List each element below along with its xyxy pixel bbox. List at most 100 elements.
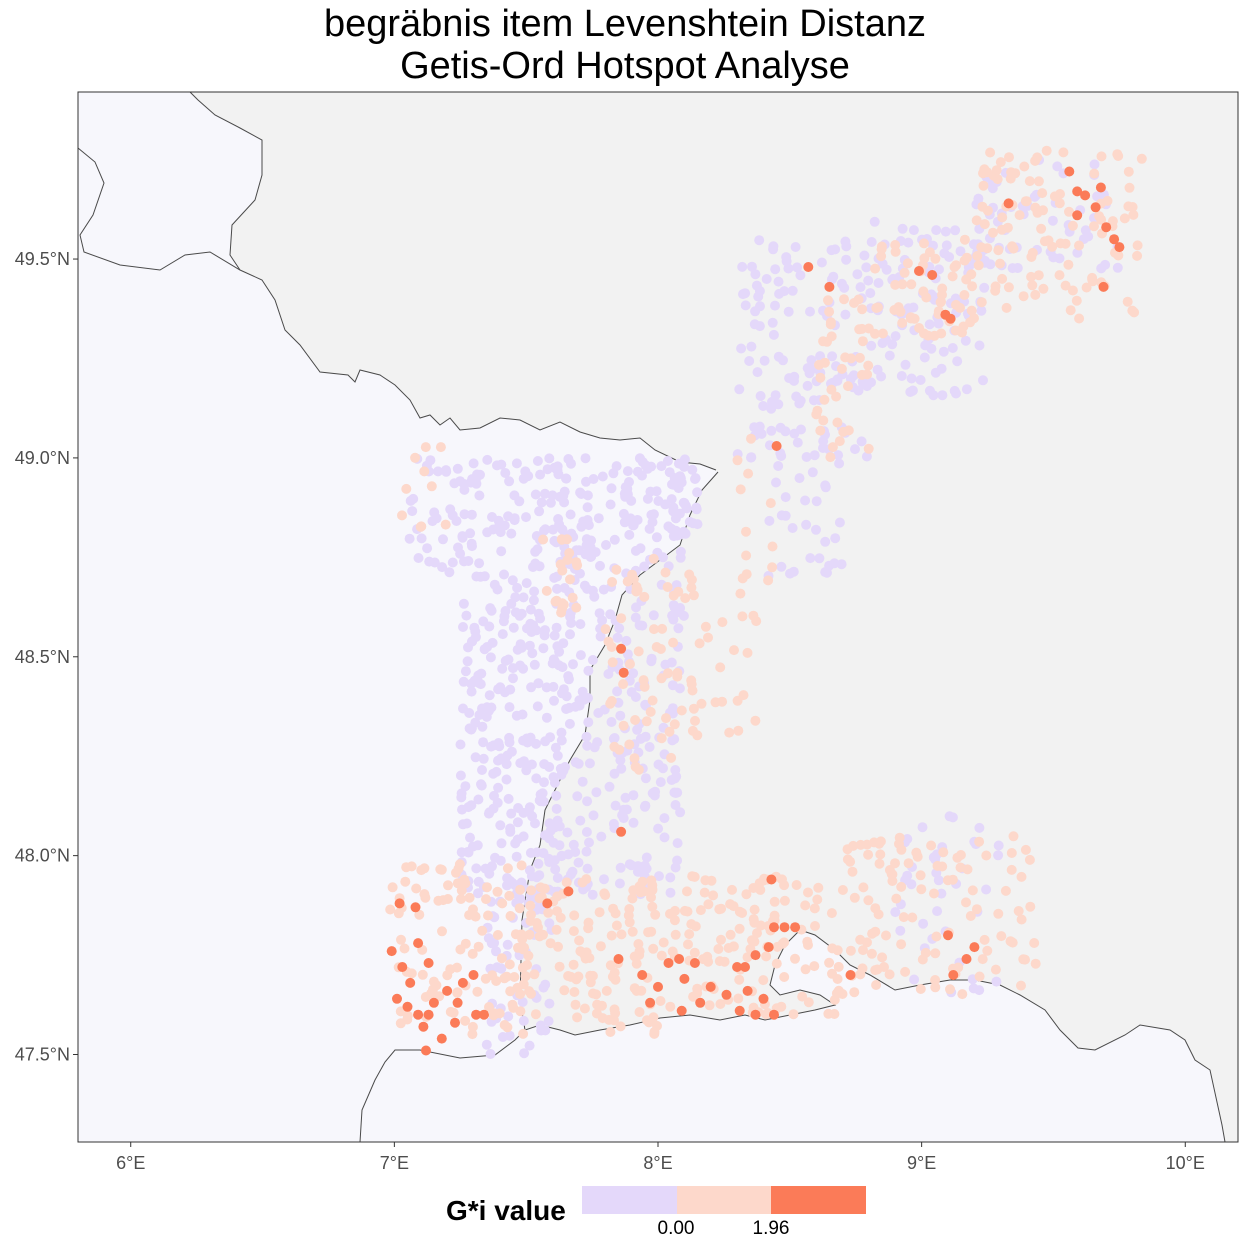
midclass-point: [1018, 954, 1029, 965]
coldspot-point: [863, 275, 874, 286]
coldspot-point: [767, 317, 778, 328]
coldspot-point: [463, 556, 474, 566]
midclass-point: [627, 893, 638, 904]
midclass-point: [492, 930, 503, 940]
midclass-point: [874, 858, 885, 869]
midclass-point: [618, 720, 629, 731]
coldspot-point: [750, 269, 761, 280]
midclass-point: [1127, 202, 1138, 212]
midclass-point: [942, 875, 953, 886]
midclass-point: [687, 725, 698, 736]
coldspot-point: [646, 656, 657, 667]
midclass-point: [670, 929, 681, 940]
coldspot-point: [524, 802, 535, 813]
midclass-point: [688, 703, 699, 714]
midclass-point: [406, 861, 417, 872]
coldspot-point: [820, 536, 831, 547]
coldspot-point: [466, 724, 477, 735]
hotspot-point: [450, 1017, 460, 1028]
midclass-point: [414, 909, 425, 920]
midclass-point: [907, 912, 918, 923]
coldspot-point: [667, 703, 678, 714]
midclass-point: [571, 557, 582, 568]
coldspot-point: [618, 508, 629, 519]
coldspot-point: [609, 534, 620, 545]
hotspot-point: [413, 938, 424, 949]
coldspot-point: [684, 516, 695, 527]
coldspot-point: [489, 579, 500, 590]
coldspot-point: [662, 456, 673, 466]
data-points: [385, 145, 1147, 1059]
coldspot-point: [692, 519, 703, 530]
midclass-point: [541, 585, 552, 596]
coldspot-point: [462, 656, 473, 667]
coldspot-point: [938, 346, 949, 357]
coldspot-point: [504, 875, 515, 886]
x-tick-label: 7°E: [380, 1153, 409, 1173]
coldspot-point: [783, 306, 794, 317]
coldspot-point: [441, 465, 451, 476]
coldspot-point: [510, 607, 521, 618]
midclass-point: [818, 415, 829, 426]
midclass-point: [735, 484, 746, 495]
midclass-point: [729, 645, 739, 656]
hotspot-point: [413, 1009, 424, 1020]
midclass-point: [831, 391, 842, 402]
midclass-point: [686, 582, 697, 593]
coldspot-point: [482, 527, 493, 538]
hotspot-point: [1064, 166, 1075, 177]
coldspot-point: [805, 306, 815, 317]
coldspot-point: [828, 271, 839, 282]
coldspot-point: [526, 871, 537, 882]
midclass-point: [562, 534, 572, 545]
midclass-point: [791, 880, 802, 890]
coldspot-point: [552, 750, 563, 761]
midclass-point: [1016, 871, 1027, 882]
coldspot-point: [532, 701, 543, 712]
midclass-point: [505, 911, 516, 921]
midclass-point: [714, 904, 725, 915]
hotspot-point: [674, 954, 685, 964]
midclass-point: [646, 892, 656, 903]
coldspot-point: [532, 847, 542, 858]
hotspot-point: [943, 930, 953, 941]
coldspot-point: [587, 889, 598, 900]
hotspot-point: [1080, 190, 1091, 201]
coldspot-point: [632, 866, 643, 877]
coldspot-point: [747, 261, 757, 272]
midclass-point: [437, 926, 447, 937]
midclass-point: [890, 858, 900, 869]
midclass-point: [1004, 152, 1014, 163]
coldspot-point: [577, 776, 588, 787]
midclass-point: [742, 952, 753, 963]
midclass-point: [976, 297, 987, 308]
midclass-point: [858, 882, 869, 893]
coldspot-point: [531, 773, 542, 784]
coldspot-point: [834, 517, 845, 528]
midclass-point: [1058, 147, 1069, 158]
midclass-point: [695, 905, 706, 916]
coldspot-point: [541, 712, 552, 723]
midclass-point: [440, 519, 451, 530]
midclass-point: [605, 698, 616, 709]
midclass-point: [663, 668, 673, 679]
midclass-point: [551, 924, 562, 935]
midclass-point: [832, 417, 843, 428]
midclass-point: [741, 569, 752, 580]
midclass-point: [456, 894, 466, 904]
midclass-point: [1128, 209, 1139, 220]
coldspot-point: [511, 851, 522, 862]
midclass-point: [666, 752, 677, 763]
map-title-line-2: Getis-Ord Hotspot Analyse: [400, 45, 850, 87]
midclass-point: [569, 987, 580, 997]
coldspot-point: [606, 717, 617, 727]
midclass-point: [397, 510, 407, 521]
coldspot-point: [749, 319, 760, 330]
midclass-point: [616, 613, 627, 624]
midclass-point: [836, 363, 847, 374]
midclass-point: [591, 989, 602, 1000]
midclass-point: [1016, 980, 1026, 991]
coldspot-point: [529, 659, 540, 670]
midclass-point: [467, 1021, 478, 1032]
coldspot-point: [429, 557, 440, 568]
